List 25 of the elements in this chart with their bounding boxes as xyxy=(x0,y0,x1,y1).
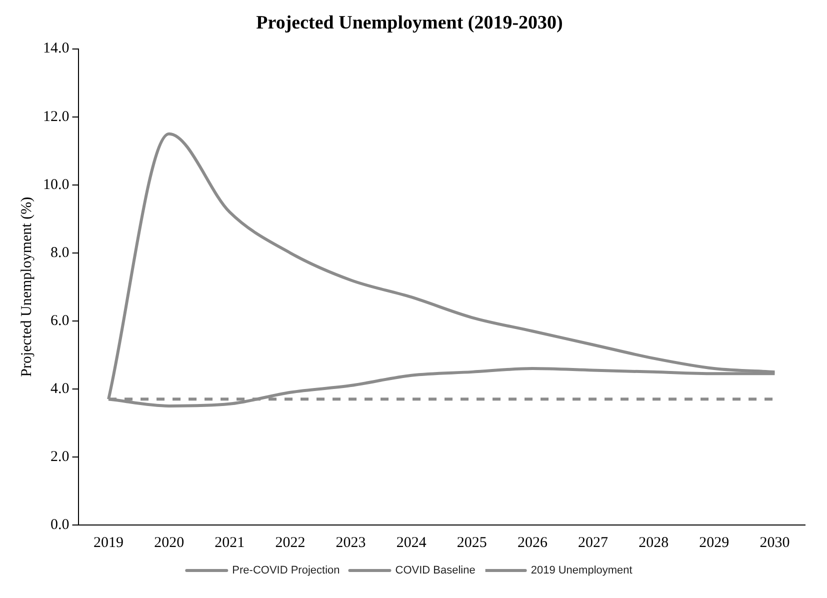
x-tick-label: 2027 xyxy=(578,534,609,551)
legend-label: COVID Baseline xyxy=(395,564,476,577)
y-tick-label: 6.0 xyxy=(50,312,70,329)
y-tick-label: 8.0 xyxy=(50,244,70,261)
x-tick-label: 2020 xyxy=(154,534,184,551)
y-tick-label: 0.0 xyxy=(50,516,70,533)
chart-title: Projected Unemployment (2019-2030) xyxy=(256,12,563,34)
x-tick-label: 2019 xyxy=(94,534,124,551)
legend-label: 2019 Unemployment xyxy=(530,564,632,577)
x-tick-label: 2028 xyxy=(638,534,669,551)
legend-label: Pre-COVID Projection xyxy=(232,564,340,577)
x-tick-label: 2022 xyxy=(275,534,306,551)
y-axis-title: Projected Unemployment (%) xyxy=(18,196,35,377)
x-tick-label: 2021 xyxy=(214,534,245,551)
x-tick-label: 2029 xyxy=(699,534,730,551)
y-tick-label: 2.0 xyxy=(50,448,70,465)
x-tick-label: 2024 xyxy=(396,534,427,551)
y-tick-label: 4.0 xyxy=(50,380,70,397)
y-tick-label: 14.0 xyxy=(43,40,70,57)
x-tick-label: 2023 xyxy=(336,534,366,551)
x-tick-label: 2026 xyxy=(517,534,548,551)
y-tick-label: 12.0 xyxy=(43,108,70,125)
y-tick-label: 10.0 xyxy=(43,176,70,193)
x-tick-label: 2025 xyxy=(456,534,487,551)
x-tick-label: 2030 xyxy=(760,534,790,551)
